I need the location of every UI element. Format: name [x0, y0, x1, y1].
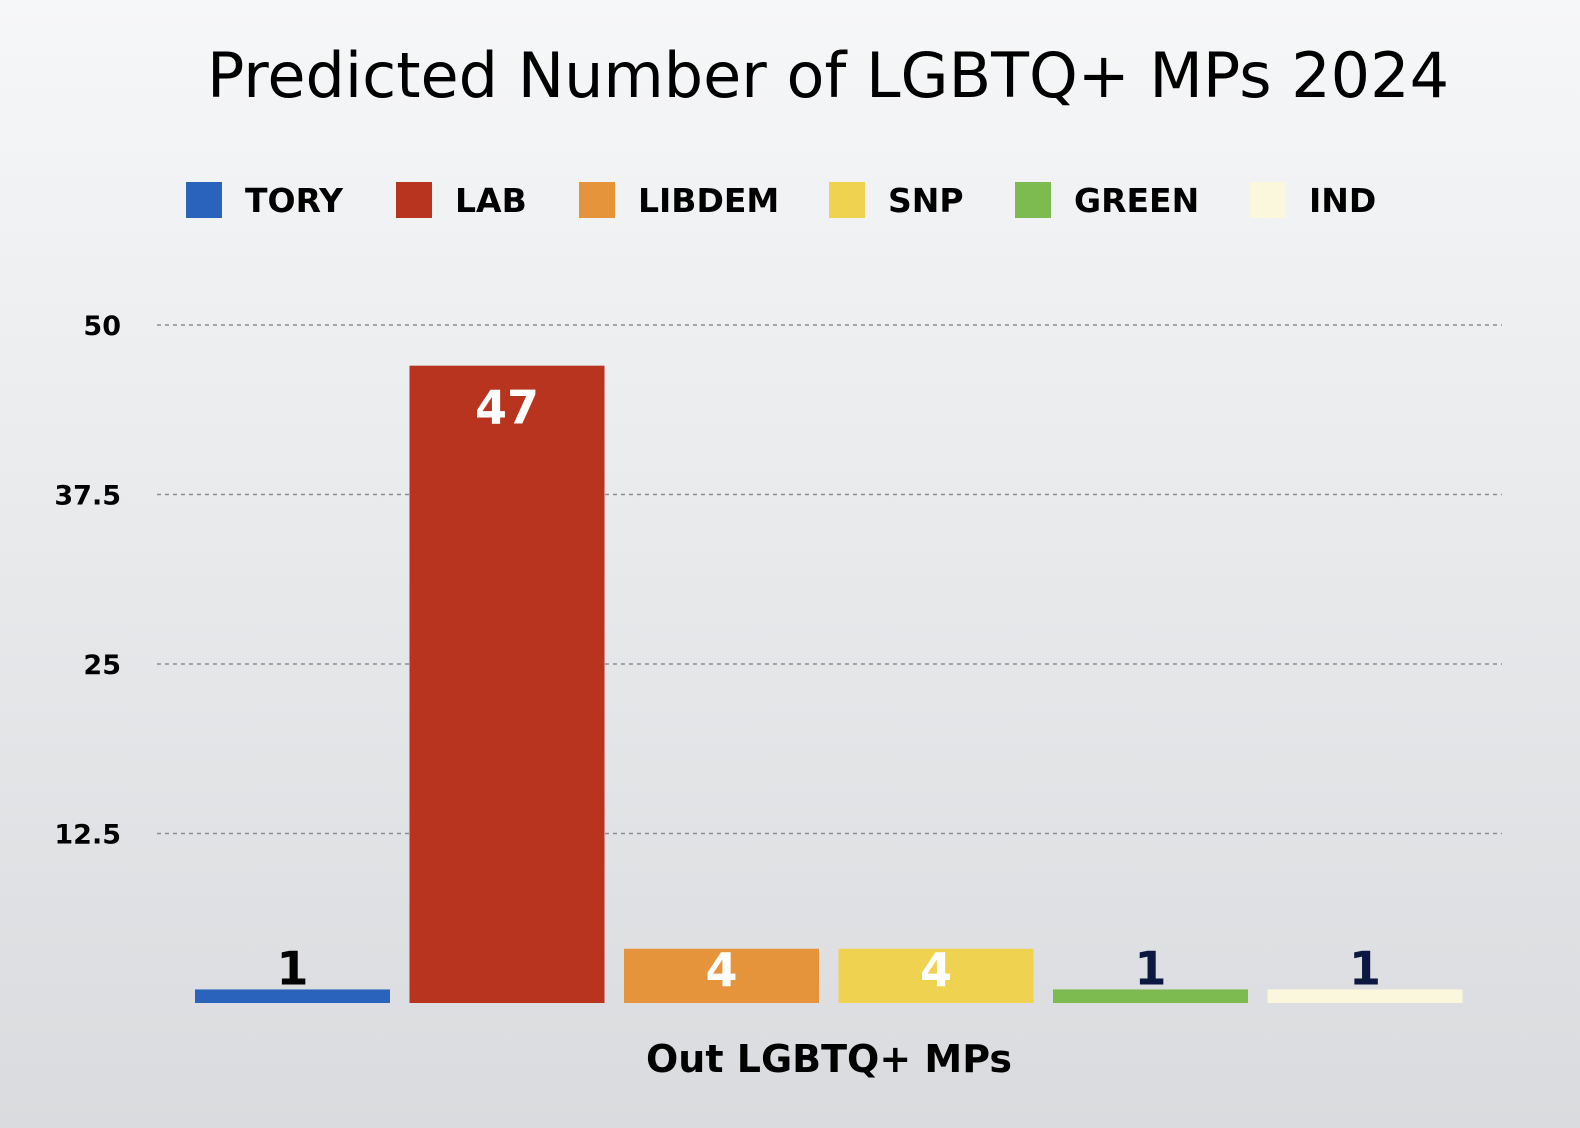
legend-label-libdem: LIBDEM	[638, 181, 779, 220]
x-axis-label: Out LGBTQ+ MPs	[646, 1037, 1012, 1081]
bars: 1 47 4 4 1 1	[195, 365, 1463, 1003]
legend-label-snp: SNP	[888, 181, 964, 220]
legend: TORY LAB LIBDEM SNP GREEN IND	[186, 181, 1376, 220]
legend-swatch-lab	[396, 182, 432, 218]
data-label-snp: 4	[920, 943, 952, 997]
legend-label-ind: IND	[1309, 181, 1376, 220]
bar-ind	[1267, 989, 1463, 1003]
y-tick-label: 25	[83, 650, 121, 681]
data-label-lab: 47	[475, 381, 539, 435]
bar-tory	[195, 989, 390, 1003]
legend-label-tory: TORY	[245, 181, 344, 220]
legend-swatch-green	[1015, 182, 1051, 218]
data-label-tory: 1	[276, 941, 308, 995]
y-tick-label: 50	[83, 311, 121, 342]
legend-swatch-snp	[829, 182, 865, 218]
data-label-green: 1	[1134, 941, 1166, 995]
data-label-ind: 1	[1349, 941, 1381, 995]
data-label-libdem: 4	[705, 943, 737, 997]
legend-swatch-tory	[186, 182, 222, 218]
legend-swatch-ind	[1250, 182, 1286, 218]
y-tick-label: 12.5	[54, 820, 121, 851]
y-tick-label: 37.5	[54, 481, 121, 512]
chart-title: Predicted Number of LGBTQ+ MPs 2024	[207, 39, 1449, 112]
bar-green	[1053, 989, 1248, 1003]
gridlines: 12.5 25 37.5 50	[54, 311, 1502, 851]
bar-libdem	[624, 948, 819, 1003]
legend-label-lab: LAB	[455, 181, 527, 220]
legend-label-green: GREEN	[1074, 181, 1199, 220]
legend-swatch-libdem	[579, 182, 615, 218]
bar-snp	[838, 948, 1034, 1003]
bar-lab	[409, 365, 605, 1003]
